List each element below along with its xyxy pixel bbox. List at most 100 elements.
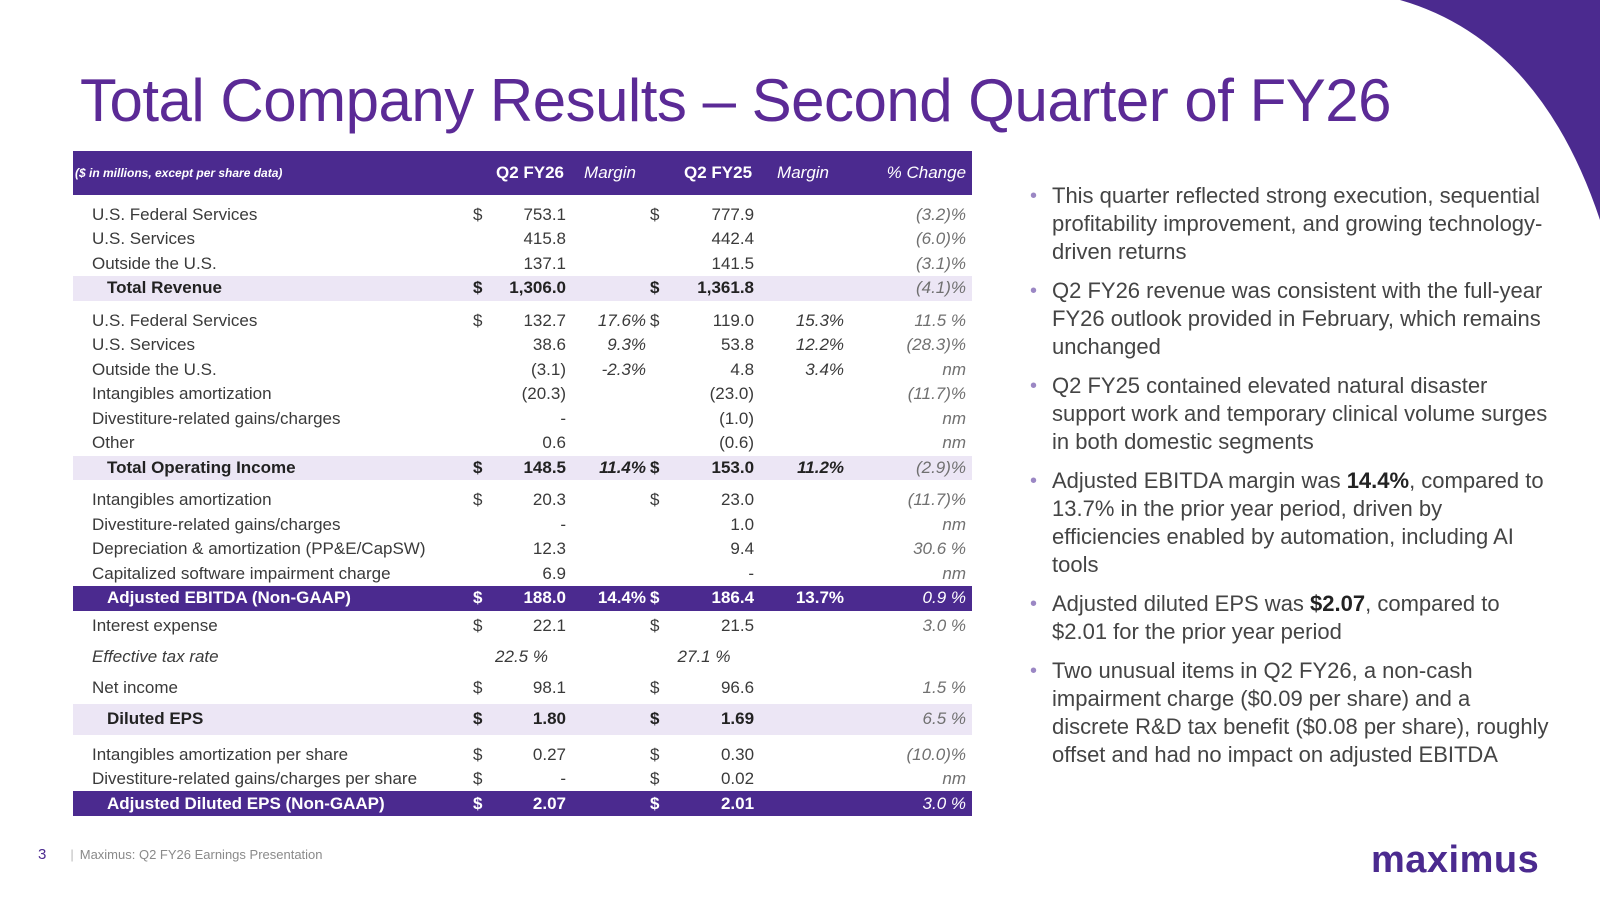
value-fy25: 0.30 <box>720 744 755 764</box>
footer-separator: | <box>70 847 74 862</box>
value-fy25: 777.9 <box>711 205 755 224</box>
margin-fy25 <box>758 673 848 704</box>
total-revenue-row: Total Revenue $ 1,306.0 $ 1,361.8 (4.1)% <box>73 276 973 301</box>
margin-fy26 <box>570 431 650 456</box>
pct-change: 6.5 % <box>848 703 973 735</box>
value-fy26: 2.07 <box>495 791 571 816</box>
value-fy26: (20.3) <box>521 384 567 404</box>
value-fy26: 0.27 <box>532 744 567 764</box>
margin-fy26 <box>570 195 650 227</box>
value-fy25: 119.0 <box>712 310 755 330</box>
dollar-sign <box>650 537 670 562</box>
pct-change: (28.3)% <box>906 335 967 355</box>
bullet-text: Q2 FY25 contained elevated natural disas… <box>1052 373 1548 454</box>
bullet-icon: • <box>1030 375 1038 397</box>
row-label: Outside the U.S. <box>92 359 217 379</box>
page-title: Total Company Results – Second Quarter o… <box>80 67 1392 134</box>
value-fy25: - <box>748 563 755 583</box>
header-margin-fy26: Margin <box>570 151 651 195</box>
table-row: Intangibles amortization $ 20.3 $ 23.0 (… <box>73 480 972 512</box>
pct-change: (2.9)% <box>848 455 973 481</box>
value-fy26: 0.6 <box>542 433 567 453</box>
pct-change: 3.0 % <box>922 616 967 636</box>
bullet-text: , compared to $2.01 for the prior year p… <box>1052 591 1500 644</box>
value-fy26: - <box>560 408 567 428</box>
pct-change: 3.0 % <box>848 791 973 816</box>
margin-fy26 <box>570 673 650 704</box>
table-row: Divestiture-related gains/charges - 1.0 … <box>73 512 972 537</box>
pct-change: nm <box>942 514 967 534</box>
footer: 3 | Maximus: Q2 FY26 Earnings Presentation <box>38 846 323 863</box>
row-label: Other <box>92 433 135 453</box>
row-label: Adjusted Diluted EPS (Non-GAAP) <box>73 791 473 816</box>
table-row: Capitalized software impairment charge 6… <box>73 562 972 587</box>
row-label: Divestiture-related gains/charges <box>92 408 341 428</box>
margin-fy26 <box>570 252 650 277</box>
value-fy25: 153.0 <box>670 455 759 481</box>
value-fy26: 12.3 <box>532 539 567 559</box>
table-row: Depreciation & amortization (PP&E/CapSW)… <box>73 537 972 562</box>
table-row: U.S. Federal Services $ 132.7 17.6% $ 11… <box>73 301 972 333</box>
margin-fy25 <box>758 562 848 587</box>
page-number: 3 <box>38 846 47 863</box>
pct-change: (11.7)% <box>907 384 967 404</box>
margin-fy25: 12.2% <box>795 335 845 355</box>
margin-fy26: 11.4% <box>570 455 651 481</box>
margin-fy26 <box>570 512 650 537</box>
dollar-sign <box>650 382 670 407</box>
value-fy26: 6.9 <box>542 563 567 583</box>
value-fy26: 22.5 % <box>495 647 548 667</box>
adjusted-diluted-eps-row: Adjusted Diluted EPS (Non-GAAP) $ 2.07 $… <box>73 791 973 816</box>
financial-results-table: ($ in millions, except per share data) Q… <box>73 151 973 816</box>
pct-change: (11.7)% <box>907 490 967 510</box>
dollar-sign: $ <box>650 310 660 330</box>
row-label: Intangibles amortization per share <box>92 744 349 764</box>
table-row: Interest expense $ 22.1 $ 21.5 3.0 % <box>73 611 972 642</box>
pct-change: nm <box>942 359 967 379</box>
dollar-sign: $ <box>650 791 671 816</box>
margin-fy25 <box>758 703 849 735</box>
dollar-sign: $ <box>473 769 483 789</box>
margin-fy25: 11.2% <box>758 455 849 481</box>
margin-fy25 <box>758 512 848 537</box>
margin-fy25 <box>758 480 848 512</box>
table-header-label: ($ in millions, except per share data) <box>73 151 473 195</box>
dollar-sign: $ <box>473 205 483 224</box>
dollar-sign <box>650 512 670 537</box>
dollar-sign: $ <box>650 703 671 735</box>
value-fy26: - <box>560 769 567 789</box>
margin-fy25 <box>758 791 849 816</box>
row-label: Outside the U.S. <box>92 253 217 273</box>
header-q2fy25: Q2 FY25 <box>650 151 759 195</box>
pct-change: nm <box>942 433 967 453</box>
bullet-text: Two unusual items in Q2 FY26, a non-cash… <box>1052 658 1549 767</box>
header-pct-change: % Change <box>848 151 973 195</box>
margin-fy25 <box>758 407 848 432</box>
value-fy26: 148.5 <box>495 455 571 481</box>
margin-fy26 <box>570 562 650 587</box>
row-label: Diluted EPS <box>73 703 473 735</box>
bullet-text: This quarter reflected strong execution,… <box>1052 183 1543 264</box>
pct-change: 11.5 % <box>914 310 967 330</box>
total-operating-income-row: Total Operating Income $ 148.5 11.4% $ 1… <box>73 455 973 481</box>
pct-change: (4.1)% <box>848 276 973 301</box>
dollar-sign: $ <box>473 678 483 698</box>
dollar-sign: $ <box>650 276 671 301</box>
margin-fy26: -2.3% <box>601 359 647 379</box>
effective-tax-rate-row: Effective tax rate 22.5 % 27.1 % <box>73 642 972 673</box>
list-item: • Q2 FY25 contained elevated natural disa… <box>1030 372 1550 456</box>
table-row: Intangibles amortization (20.3) (23.0) (… <box>73 382 972 407</box>
value-fy25: 186.4 <box>670 586 759 611</box>
dollar-sign <box>650 333 670 358</box>
value-fy26: 188.0 <box>495 586 571 611</box>
list-item: • This quarter reflected strong execution… <box>1030 182 1550 266</box>
value-fy26: 1,306.0 <box>495 276 571 301</box>
bullet-icon: • <box>1030 280 1038 302</box>
value-fy25: 27.1 % <box>677 647 731 667</box>
list-item: • Adjusted EBITDA margin was 14.4%, compa… <box>1030 467 1550 579</box>
table-row: Intangibles amortization per share $ 0.2… <box>73 735 972 767</box>
margin-fy25 <box>758 611 848 642</box>
dollar-sign: $ <box>650 586 671 611</box>
dollar-sign <box>650 431 670 456</box>
row-label: Depreciation & amortization (PP&E/CapSW) <box>92 539 426 559</box>
